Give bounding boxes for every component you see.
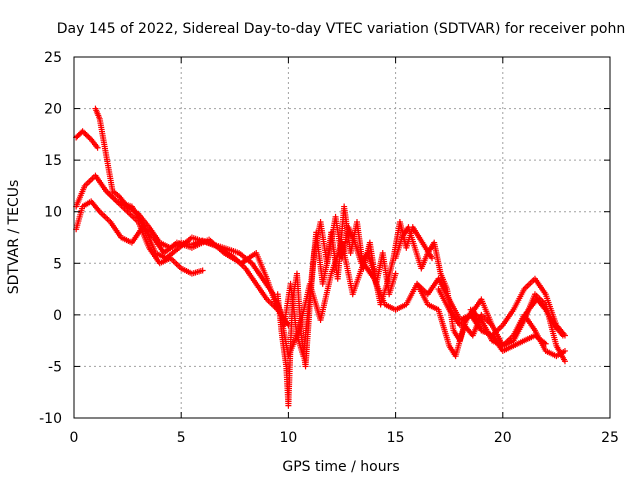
series-track-3 bbox=[73, 172, 206, 277]
series-track-11 bbox=[435, 275, 568, 339]
x-axis-title: GPS time / hours bbox=[282, 459, 399, 475]
grid bbox=[74, 57, 610, 418]
y-tick-label: -5 bbox=[48, 359, 62, 375]
y-axis-title: SDTVAR / TECUs bbox=[6, 180, 22, 295]
series-track-13 bbox=[516, 296, 566, 339]
x-tick-label: 20 bbox=[494, 430, 512, 446]
series-track-1 bbox=[73, 128, 101, 151]
y-tick-label: 25 bbox=[44, 50, 62, 66]
y-tick-label: 5 bbox=[53, 256, 62, 272]
x-tick-label: 25 bbox=[601, 430, 619, 446]
y-tick-label: 10 bbox=[44, 205, 62, 221]
plot-frame bbox=[73, 56, 611, 419]
y-tick-label: 0 bbox=[53, 308, 62, 324]
x-tick-label: 0 bbox=[70, 430, 79, 446]
x-tick-label: 10 bbox=[279, 430, 297, 446]
data-points bbox=[73, 105, 568, 409]
x-tick-label: 15 bbox=[387, 430, 405, 446]
series-track-2 bbox=[92, 105, 281, 313]
y-tick-label: 20 bbox=[44, 102, 62, 118]
ticks: 0 5 10 15 20 25 25 20 15 10 5 0 -5 -10 bbox=[39, 50, 619, 446]
y-tick-label: 15 bbox=[44, 153, 62, 169]
series-track-5 bbox=[103, 188, 288, 324]
chart-title: Day 145 of 2022, Sidereal Day-to-day VTE… bbox=[57, 21, 625, 37]
y-tick-label: -10 bbox=[39, 411, 62, 427]
x-tick-label: 5 bbox=[177, 430, 186, 446]
